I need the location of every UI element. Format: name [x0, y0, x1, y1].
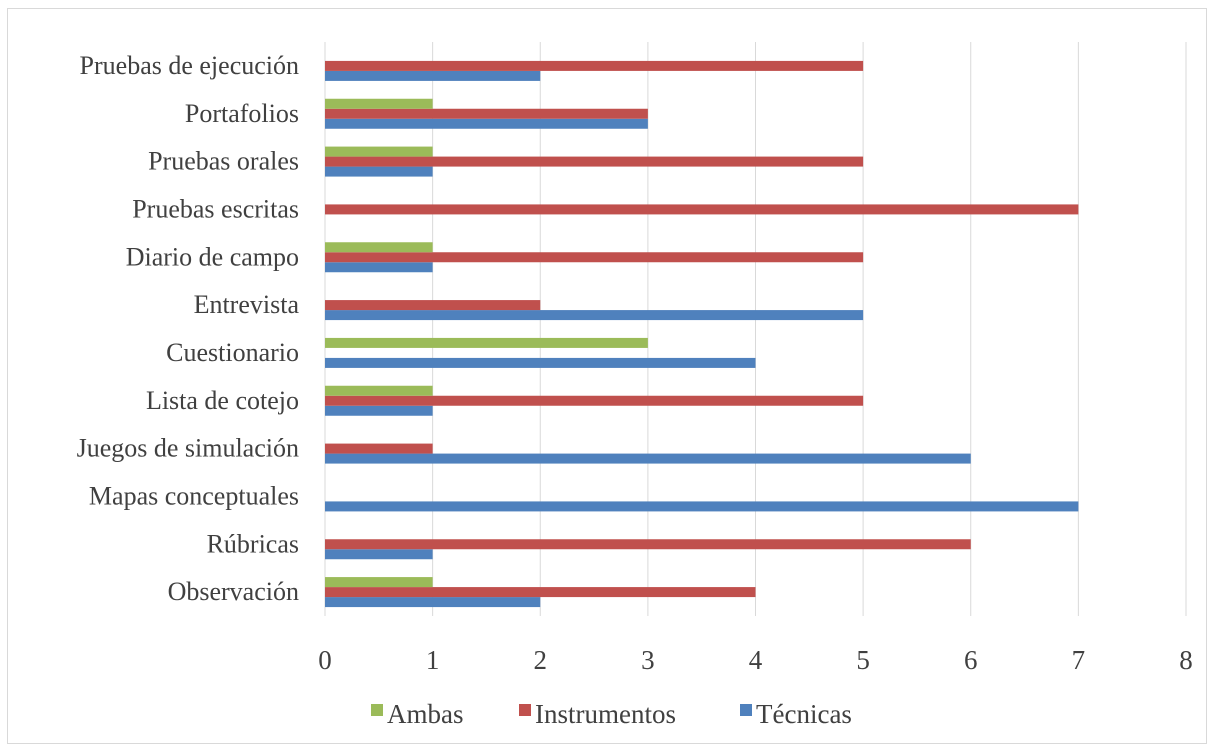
category-label: Juegos de simulación — [77, 434, 299, 463]
bar — [325, 262, 433, 273]
x-tick-label: 4 — [749, 645, 763, 675]
bar — [325, 118, 648, 129]
x-tick-label: 1 — [426, 645, 440, 675]
gridlines — [324, 42, 1187, 616]
y-axis-categories: Observación Rúbricas Mapas conceptuales Jue… — [77, 51, 300, 606]
legend-label: Ambas — [387, 699, 464, 729]
legend-swatch — [519, 704, 531, 716]
bars — [325, 60, 1079, 608]
category-label: Observación — [168, 577, 299, 606]
legend-swatch — [740, 704, 752, 716]
bar — [325, 204, 1079, 215]
category-label: Mapas conceptuales — [89, 481, 299, 510]
bar — [325, 166, 433, 177]
x-axis-ticks: 0 1 2 3 4 5 6 7 8 — [318, 645, 1193, 675]
category-label: Pruebas orales — [148, 147, 299, 176]
bar — [325, 577, 433, 588]
bar — [325, 300, 541, 311]
series-instrumentos — [325, 60, 1079, 598]
bar — [325, 385, 433, 396]
x-tick-label: 2 — [534, 645, 548, 675]
category-label: Entrevista — [194, 290, 300, 319]
legend: Ambas Instrumentos Técnicas — [371, 699, 852, 729]
bar — [325, 539, 971, 550]
series-ambas — [325, 98, 648, 588]
bar — [325, 98, 433, 109]
bar — [325, 405, 433, 416]
bar — [325, 337, 648, 348]
x-tick-label: 3 — [641, 645, 655, 675]
bar — [325, 587, 756, 598]
bar — [325, 310, 864, 321]
x-tick-label: 8 — [1179, 645, 1193, 675]
category-label: Lista de cotejo — [146, 386, 299, 415]
legend-swatch — [371, 704, 383, 716]
category-label: Cuestionario — [166, 338, 299, 367]
bar — [325, 549, 433, 560]
x-tick-label: 7 — [1072, 645, 1086, 675]
x-tick-label: 6 — [964, 645, 978, 675]
legend-label: Técnicas — [756, 699, 852, 729]
bar — [325, 146, 433, 157]
bar — [325, 501, 1079, 512]
bar — [325, 357, 756, 368]
bar — [325, 70, 541, 81]
bar — [325, 242, 433, 253]
category-label: Diario de campo — [126, 242, 299, 271]
category-label: Pruebas escritas — [132, 194, 299, 223]
category-label: Rúbricas — [207, 529, 299, 558]
category-label: Pruebas de ejecución — [80, 51, 299, 80]
category-label: Portafolios — [185, 99, 299, 128]
x-tick-label: 0 — [318, 645, 332, 675]
bar — [325, 443, 433, 454]
bar — [325, 395, 864, 406]
x-tick-label: 5 — [856, 645, 870, 675]
bar — [325, 252, 864, 263]
bar — [325, 108, 648, 119]
series-técnicas — [325, 70, 1079, 608]
bar — [325, 156, 864, 167]
bar — [325, 597, 541, 608]
bar — [325, 453, 971, 464]
bar — [325, 60, 864, 71]
chart-frame — [7, 8, 1207, 744]
legend-label: Instrumentos — [535, 699, 676, 729]
